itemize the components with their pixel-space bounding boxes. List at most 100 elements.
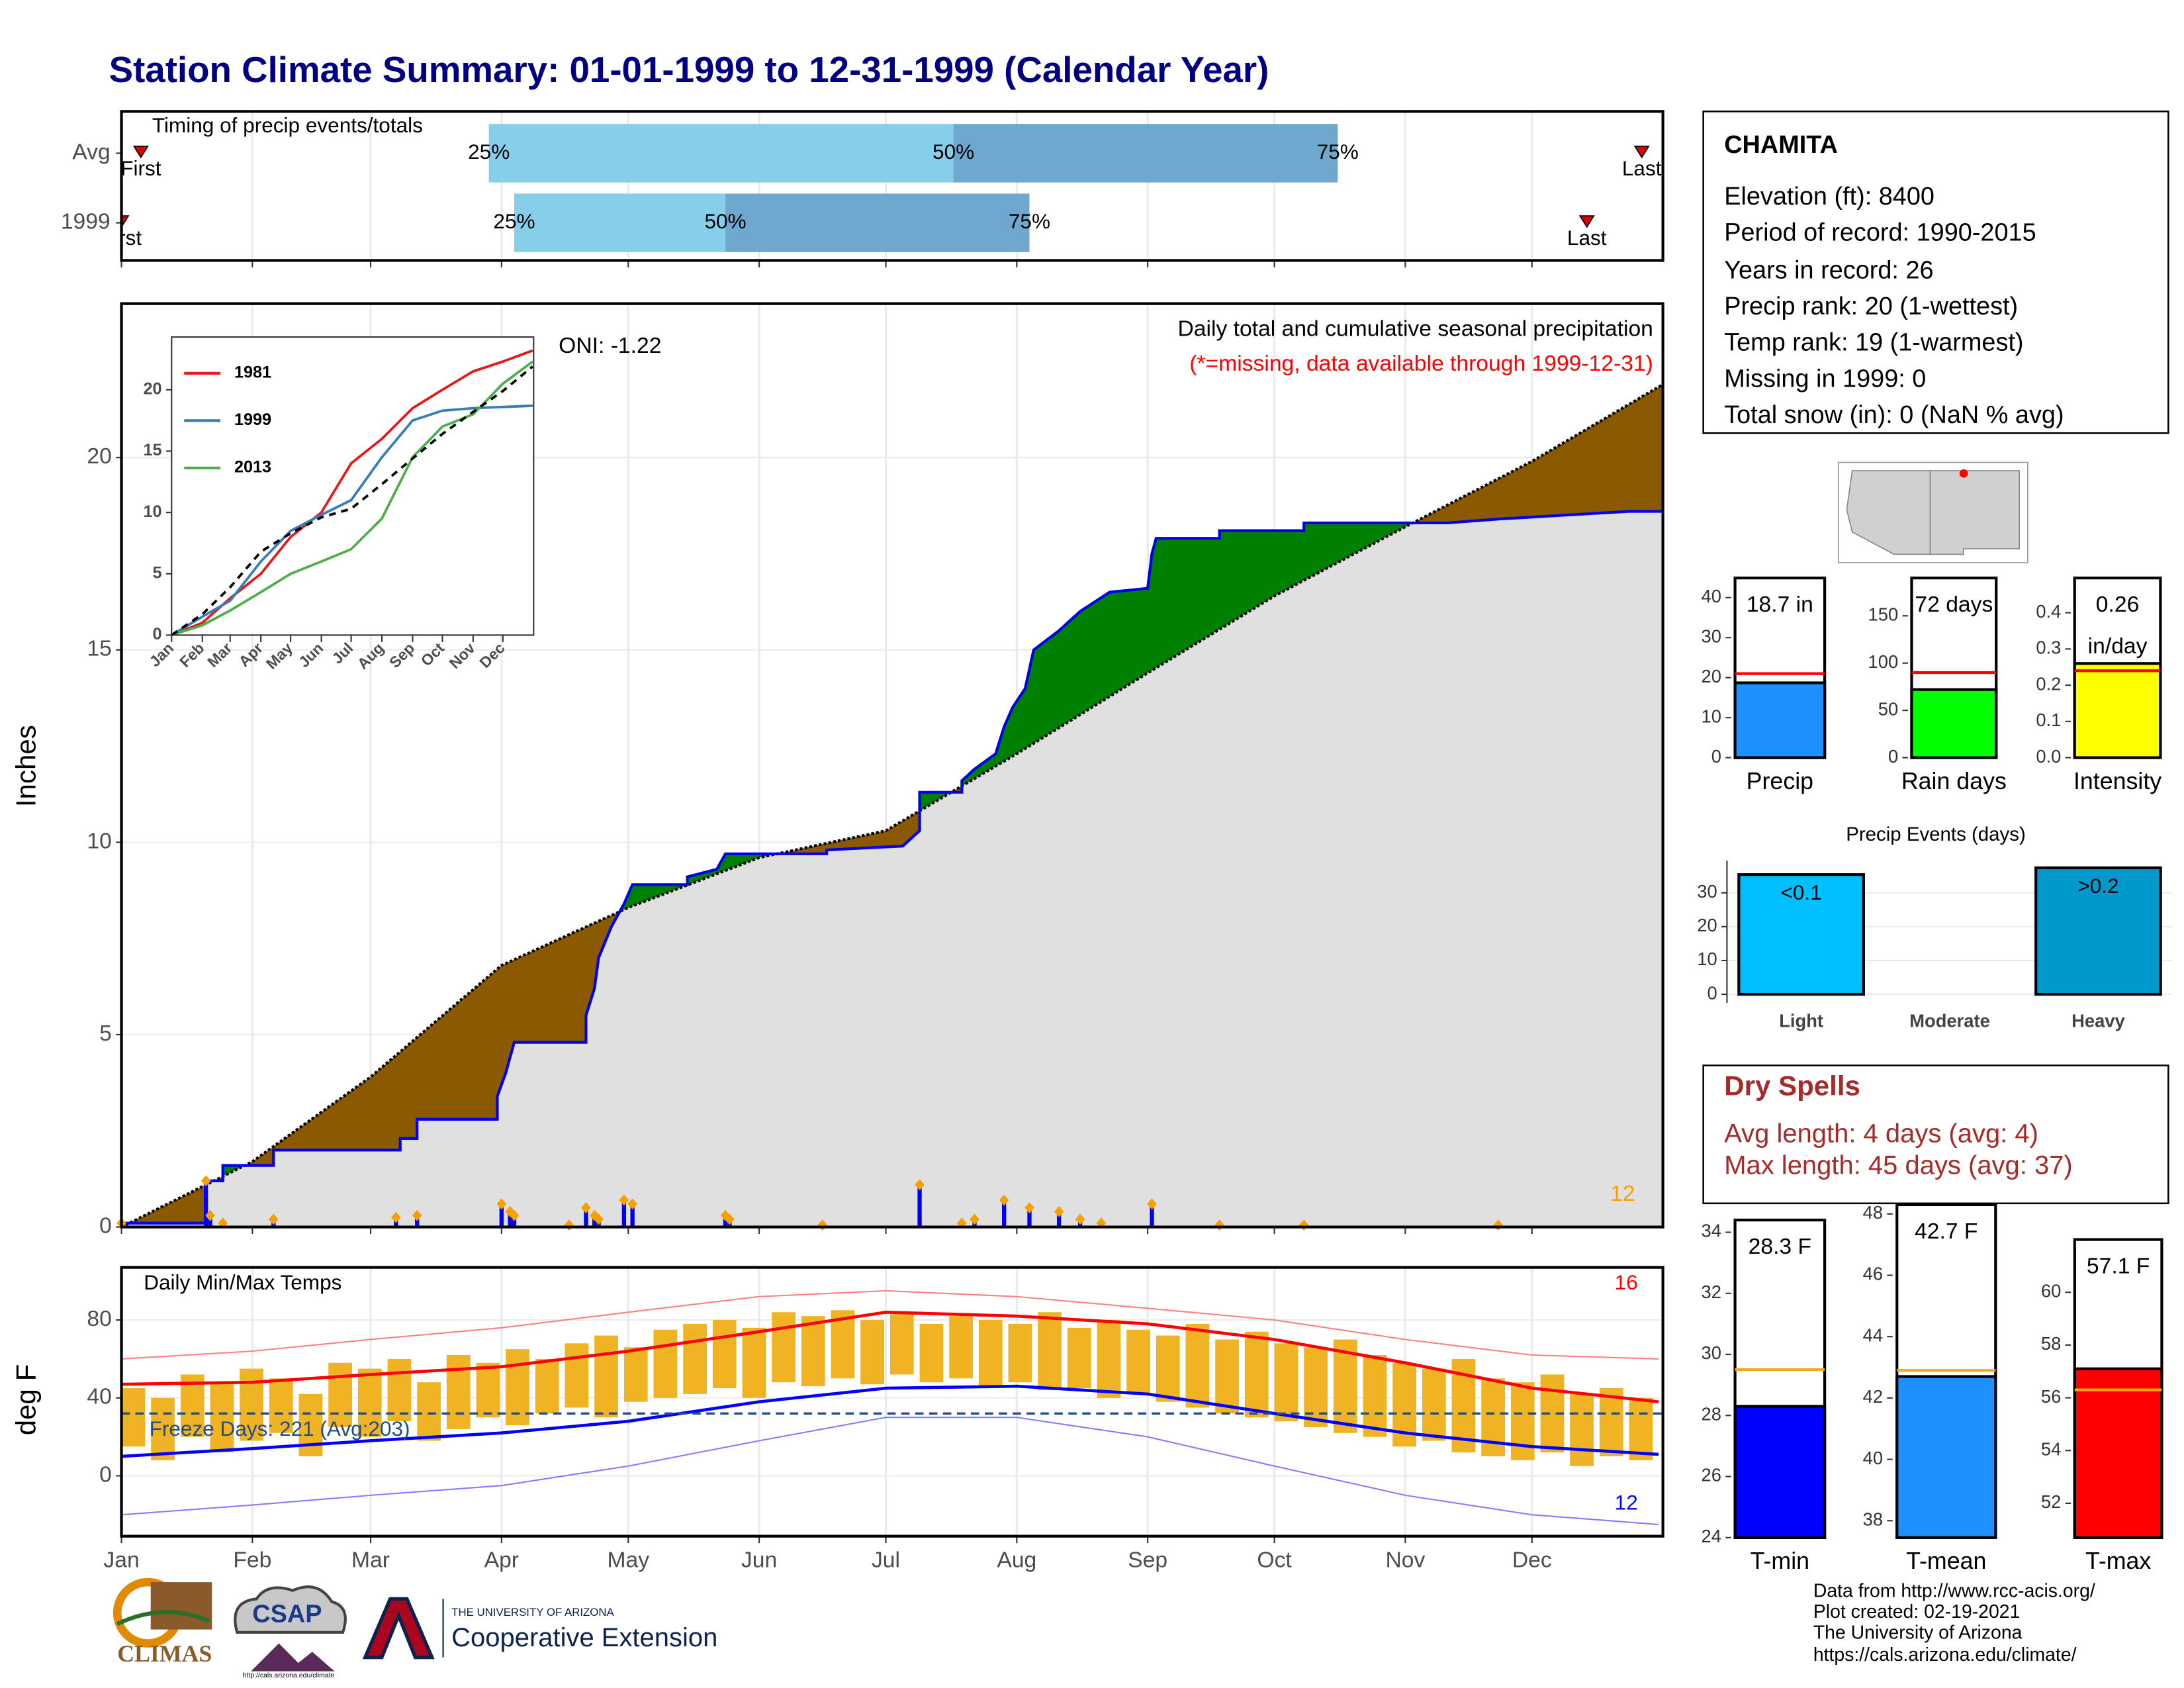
y-tick-label: 42 [1863,1386,1883,1407]
y-tick-label: 48 [1863,1202,1883,1223]
chart-title: Precip Events (days) [1846,823,2026,845]
station-line: Total snow (in): 0 (NaN % avg) [1724,401,2064,429]
temp-range-bar [476,1362,500,1418]
x-tick-label: Jun [741,1548,777,1572]
daily-marker [1054,1205,1064,1217]
bar [1733,681,1827,759]
temp-range-bar [1008,1323,1032,1383]
cumulative-line [120,383,1664,1229]
temp-range-bar [357,1368,382,1437]
csap-logo [234,1585,347,1671]
y-tick-label: 34 [1702,1221,1721,1241]
climas-text: CLIMAS [117,1640,212,1667]
normal-line [121,1310,1659,1403]
y-tick-label: 150 [1868,604,1899,625]
quartile-label: 25% [493,209,535,233]
y-tick-label: 26 [1702,1465,1721,1485]
event-label: Last [1622,156,1662,180]
extension-name: Cooperative Extension [451,1623,717,1652]
panel-title: Timing of precip events/totals [152,113,423,137]
y-tick-label: 30 [1697,881,1717,902]
x-label: T-min [1751,1548,1809,1574]
y-tick-label: 5 [99,1021,112,1046]
temp-range-bar [1510,1382,1535,1460]
footer-line: The University of Arizona [1813,1622,2023,1643]
y-tick-label: 52 [2041,1491,2061,1512]
climas-logo [113,1577,212,1648]
y-tick-label: 20 [1702,666,1721,686]
event-marker [121,215,130,228]
bar-label: <0.1 [1780,880,1821,904]
dry-spells-line: Max length: 45 days (avg: 37) [1724,1151,2073,1180]
bar [2034,866,2162,996]
y-tick-label: 0.2 [2036,673,2061,694]
temp-range-bar [1126,1329,1150,1394]
series-line [171,404,533,637]
legend-label: 1999 [234,410,271,429]
x-tick-label: May [607,1548,649,1572]
daily-marker [970,1213,979,1225]
y-tick-label: 10 [1697,949,1717,969]
daily-bar [630,1203,635,1227]
temp-range-bar [535,1358,559,1414]
event-label: First [120,156,161,180]
station-name: CHAMITA [1724,131,1838,159]
ua-name: THE UNIVERSITY OF ARIZONA [451,1606,614,1618]
x-tick-label: Sep [1128,1548,1167,1572]
y-tick-label: 44 [1863,1325,1883,1345]
record-line [121,1289,1659,1360]
daily-marker [496,1198,507,1210]
daily-bar [512,1215,517,1227]
station-box [1702,111,2169,434]
page-title: Station Climate Summary: 01-01-1999 to 1… [109,49,1269,90]
y-tick-label: 0 [153,625,162,643]
quartile-bar [488,124,954,183]
daily-marker [627,1198,638,1210]
normal-line [121,1384,1659,1458]
footer-line: https://cals.arizona.edu/climate/ [1813,1644,2077,1665]
temp-range-bar [1156,1335,1180,1402]
x-label: Intensity [2073,768,2161,794]
temp-range-bar [1215,1339,1239,1414]
daily-bar [917,1184,922,1227]
daily-marker [619,1194,629,1206]
y-tick-label: 28 [1702,1403,1721,1424]
temp-range-bar [446,1355,471,1429]
y-tick-label: 5 [153,563,162,582]
y-tick-label: 0 [99,1462,112,1487]
y-tick-label: 20 [1697,915,1717,935]
quartile-label: 50% [704,209,746,233]
temp-range-bar [1422,1368,1446,1441]
y-tick-label: 10 [87,829,111,853]
daily-marker [390,1211,401,1223]
temp-range-bar [1304,1347,1328,1427]
temp-range-bar [1038,1312,1062,1390]
y-tick-label: 0.3 [2036,637,2061,658]
x-tick-label: Feb [233,1548,271,1572]
x-label: Rain days [1901,768,2007,794]
daily-marker [1147,1198,1157,1210]
footer-line: Data from http://www.rcc-acis.org/ [1813,1580,2095,1601]
station-line: Precip rank: 20 (1-wettest) [1724,293,2018,320]
station-line: Missing in 1999: 0 [1724,365,1926,393]
temp-range-bar [328,1362,352,1427]
csap-url: http://cals.arizona.edu/climate [243,1671,335,1679]
temp-range-bar [1570,1393,1594,1466]
station-line: Period of record: 1990-2015 [1724,218,2036,246]
footer-line: Plot created: 02-19-2021 [1813,1601,2021,1622]
daily-bar [204,1180,208,1227]
event-label: First [101,226,142,250]
temp-range-bar [121,1388,146,1447]
value-label: 0.26 [2096,592,2140,617]
row-label: 1999 [61,210,111,234]
temp-range-bar [565,1343,589,1408]
temp-range-bar [919,1323,944,1383]
x-tick-label: Dec [1512,1548,1552,1572]
y-tick-label: 38 [1863,1509,1883,1530]
annotation: 12 [1615,1491,1638,1515]
value-unit: in/day [2088,634,2148,659]
daily-bar [1002,1199,1007,1227]
temp-range-bar [180,1374,205,1437]
value-label: 42.7 F [1915,1219,1978,1244]
temp-range-bar [653,1329,678,1398]
